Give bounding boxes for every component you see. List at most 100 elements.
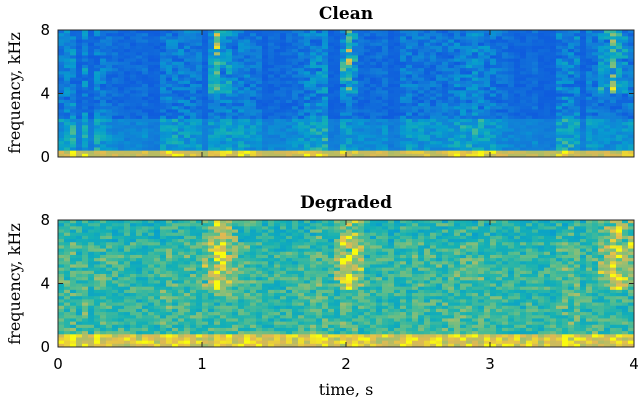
heatmap-cell (580, 39, 587, 44)
heatmap-cell (550, 112, 557, 117)
heatmap-cell (370, 134, 377, 139)
heatmap-cell (424, 141, 431, 145)
heatmap-cell (244, 68, 251, 72)
heatmap-cell (580, 144, 587, 148)
heatmap-cell (190, 74, 197, 79)
heatmap-cell (196, 71, 203, 75)
heatmap-cell (160, 45, 167, 50)
heatmap-cell (106, 308, 113, 313)
heatmap-cell (106, 77, 113, 82)
heatmap-cell (436, 30, 443, 34)
heatmap-cell (88, 220, 95, 224)
heatmap-cell (94, 334, 101, 338)
heatmap-cell (280, 36, 287, 40)
heatmap-cell (202, 229, 209, 234)
heatmap-cell (556, 150, 563, 155)
heatmap-cell (172, 106, 179, 110)
heatmap-cell (190, 134, 197, 139)
heatmap-cell (598, 125, 605, 129)
heatmap-cell (370, 30, 377, 34)
heatmap-cell (196, 283, 203, 288)
heatmap-cell (622, 71, 629, 75)
heatmap-cell (172, 327, 179, 332)
heatmap-cell (142, 55, 149, 59)
heatmap-cell (172, 61, 179, 66)
heatmap-cell (352, 45, 359, 50)
heatmap-cell (154, 55, 161, 59)
heatmap-cell (148, 131, 155, 136)
heatmap-cell (580, 147, 587, 152)
heatmap-cell (148, 109, 155, 113)
heatmap-cell (94, 122, 101, 126)
heatmap-cell (322, 87, 329, 91)
heatmap-cell (184, 144, 191, 148)
heatmap-cell (136, 229, 143, 234)
heatmap-cell (100, 58, 107, 63)
heatmap-cell (514, 74, 521, 79)
heatmap-cell (172, 277, 179, 281)
heatmap-cell (310, 118, 317, 123)
heatmap-cell (178, 36, 185, 40)
heatmap-cell (226, 103, 233, 107)
heatmap-cell (292, 90, 299, 94)
heatmap-cell (484, 83, 491, 88)
heatmap-cell (580, 103, 587, 107)
heatmap-cell (88, 128, 95, 132)
heatmap-cell (214, 30, 221, 34)
heatmap-cell (412, 74, 419, 79)
heatmap-cell (100, 115, 107, 120)
heatmap-cell (208, 103, 215, 107)
heatmap-cell (310, 36, 317, 40)
heatmap-cell (490, 61, 497, 66)
heatmap-cell (430, 68, 437, 72)
heatmap-cell (130, 318, 137, 322)
heatmap-cell (502, 80, 509, 85)
heatmap-cell (76, 334, 83, 338)
heatmap-cell (148, 64, 155, 69)
heatmap-cell (496, 125, 503, 129)
heatmap-cell (502, 71, 509, 75)
heatmap-cell (202, 318, 209, 322)
heatmap-cell (166, 305, 173, 310)
heatmap-cell (220, 68, 227, 72)
heatmap-cell (550, 96, 557, 101)
heatmap-cell (514, 49, 521, 53)
heatmap-cell (94, 61, 101, 66)
heatmap-cell (274, 137, 281, 142)
heatmap-cell (130, 122, 137, 126)
heatmap-cell (448, 36, 455, 40)
heatmap-cell (364, 61, 371, 66)
heatmap-cell (106, 74, 113, 79)
heatmap-cell (382, 109, 389, 113)
heatmap-cell (202, 334, 209, 338)
heatmap-cell (160, 283, 167, 288)
heatmap-cell (598, 118, 605, 123)
heatmap-cell (526, 55, 533, 59)
heatmap-cell (364, 74, 371, 79)
heatmap-cell (304, 36, 311, 40)
heatmap-cell (106, 118, 113, 123)
heatmap-cell (520, 122, 527, 126)
heatmap-cell (616, 68, 623, 72)
heatmap-cell (322, 77, 329, 82)
heatmap-cell (322, 61, 329, 66)
heatmap-cell (412, 144, 419, 148)
heatmap-cell (466, 96, 473, 101)
heatmap-cell (130, 226, 137, 230)
heatmap-cell (94, 64, 101, 69)
heatmap-cell (292, 83, 299, 88)
heatmap-cell (124, 77, 131, 82)
heatmap-cell (574, 80, 581, 85)
heatmap-cell (538, 77, 545, 82)
heatmap-cell (106, 286, 113, 291)
heatmap-cell (100, 248, 107, 253)
heatmap-cell (544, 52, 551, 56)
heatmap-cell (82, 270, 89, 275)
heatmap-cell (538, 36, 545, 40)
heatmap-cell (106, 42, 113, 47)
heatmap-cell (520, 144, 527, 148)
heatmap-cell (448, 93, 455, 98)
heatmap-cell (70, 280, 77, 284)
heatmap-cell (136, 315, 143, 319)
heatmap-cell (316, 77, 323, 82)
